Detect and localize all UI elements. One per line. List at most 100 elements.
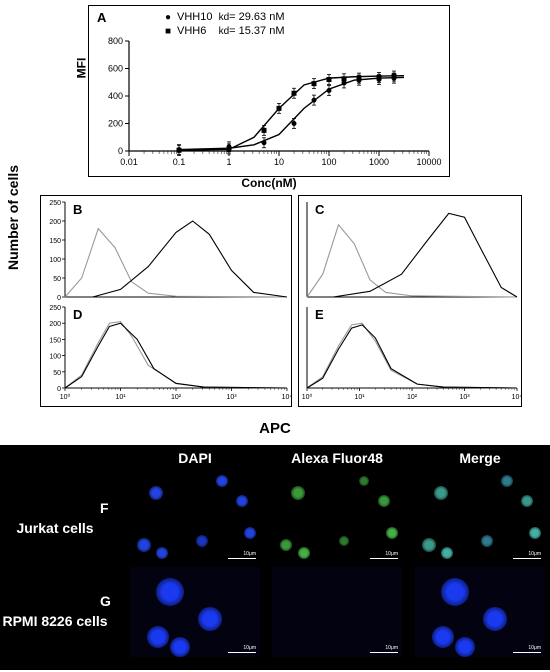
cell-dot [529, 527, 541, 539]
svg-text:10²: 10² [171, 394, 182, 401]
figure-root: A ● VHH10 kd = 29.63 nM ■ VHH6 kd = 15.3… [0, 0, 550, 672]
cell-dot [481, 535, 493, 547]
histo-leftcol: 0 50 100 150 200 250 B 0 50 100 150 200 250 10⁰ 10¹ 10²… [40, 195, 292, 407]
cell-dot [441, 578, 469, 606]
cell-dot [170, 637, 190, 657]
micro-img-G-2 [415, 567, 545, 657]
histo-block: 0 50 100 150 200 250 B 0 50 100 150 200 250 10⁰ 10¹ 10²… [40, 195, 530, 405]
svg-text:400: 400 [108, 91, 123, 101]
svg-text:10⁴: 10⁴ [282, 394, 291, 401]
micro-img-G-1 [272, 567, 402, 657]
svg-text:250: 250 [49, 200, 61, 207]
histo-left-svg: 0 50 100 150 200 250 B 0 50 100 150 200 250 10⁰ 10¹ 10²… [41, 196, 291, 406]
cell-dot [280, 539, 292, 551]
panel-a: A ● VHH10 kd = 29.63 nM ■ VHH6 kd = 15.3… [88, 5, 450, 177]
cell-dot [216, 475, 228, 487]
cell-dot [137, 538, 151, 552]
cell-dot [378, 495, 390, 507]
micro-block: DAPI Alexa Fluor48 Merge F Jurkat cells … [0, 445, 550, 670]
col-header-2: Merge [415, 450, 545, 466]
svg-text:10000: 10000 [416, 157, 441, 167]
svg-text:10²: 10² [407, 394, 418, 401]
svg-text:10³: 10³ [226, 394, 237, 401]
cell-dot [455, 637, 475, 657]
svg-text:10¹: 10¹ [354, 394, 365, 401]
svg-text:200: 200 [49, 219, 61, 226]
scalebar [228, 558, 256, 559]
row-f-label: Jurkat cells [0, 520, 110, 536]
svg-text:D: D [73, 307, 82, 322]
micro-img-F-1 [272, 473, 402, 563]
row-g-id: G [100, 593, 120, 609]
svg-text:B: B [73, 202, 82, 217]
scalebar [370, 652, 398, 653]
svg-text:10⁰: 10⁰ [60, 393, 71, 401]
svg-text:10⁴: 10⁴ [512, 394, 521, 401]
cell-dot [198, 607, 222, 631]
svg-text:100: 100 [321, 157, 336, 167]
svg-text:10³: 10³ [459, 394, 470, 401]
scalebar [513, 558, 541, 559]
cell-dot [298, 547, 310, 559]
svg-text:E: E [315, 307, 324, 322]
svg-text:10: 10 [274, 157, 284, 167]
micro-img-F-0 [130, 473, 260, 563]
col-header-1: Alexa Fluor48 [272, 450, 402, 466]
cell-dot [291, 486, 305, 500]
svg-text:0: 0 [118, 146, 123, 156]
cell-dot [501, 475, 513, 487]
panel-a-ylabel: MFI [74, 58, 88, 79]
row-f-id: F [100, 500, 120, 516]
svg-text:250: 250 [49, 305, 61, 312]
cell-dot [147, 626, 169, 648]
svg-text:10⁰: 10⁰ [302, 393, 313, 401]
scalebar [513, 652, 541, 653]
svg-text:100: 100 [49, 257, 61, 264]
col-header-0: DAPI [130, 450, 260, 466]
histo-right-svg: C 10⁰ 10¹ 10² 10³ 10⁴ E [299, 196, 521, 406]
cell-dot [156, 547, 168, 559]
cell-dot [359, 476, 369, 486]
cell-dot [149, 486, 163, 500]
svg-text:600: 600 [108, 64, 123, 74]
svg-text:50: 50 [53, 276, 61, 283]
svg-text:0.1: 0.1 [173, 157, 186, 167]
scalebar [228, 652, 256, 653]
svg-text:0.01: 0.01 [120, 157, 138, 167]
svg-text:0: 0 [57, 295, 61, 302]
cell-dot [432, 626, 454, 648]
micro-img-F-2 [415, 473, 545, 563]
cell-dot [483, 607, 507, 631]
svg-text:10¹: 10¹ [115, 394, 126, 401]
cell-dot [236, 495, 248, 507]
svg-text:1: 1 [226, 157, 231, 167]
cell-dot [386, 527, 398, 539]
cell-dot [434, 486, 448, 500]
panel-a-svg: 0 200 400 600 800 0.01 0.1 1 10 100 1000 10000 [89, 6, 449, 176]
cell-dot [196, 535, 208, 547]
histo-xlabel: APC [200, 420, 350, 437]
histo-ylabel-text: Number of cells [5, 165, 21, 270]
cell-dot [422, 538, 436, 552]
row-g-label: RPMI 8226 cells [0, 613, 110, 629]
svg-text:200: 200 [49, 321, 61, 328]
svg-text:150: 150 [49, 337, 61, 344]
svg-text:800: 800 [108, 36, 123, 46]
micro-img-G-0 [130, 567, 260, 657]
cell-dot [441, 547, 453, 559]
cell-dot [339, 536, 349, 546]
histo-rightcol: C 10⁰ 10¹ 10² 10³ 10⁴ E [298, 195, 522, 407]
scalebar [370, 558, 398, 559]
svg-text:0: 0 [57, 386, 61, 393]
histo-ylabel: Number of cells [5, 165, 21, 270]
svg-text:50: 50 [53, 370, 61, 377]
svg-text:C: C [315, 202, 325, 217]
panel-a-xlabel: Conc(nM) [89, 176, 449, 190]
cell-dot [244, 527, 256, 539]
svg-text:100: 100 [49, 354, 61, 361]
cell-dot [521, 495, 533, 507]
svg-text:150: 150 [49, 238, 61, 245]
svg-text:200: 200 [108, 119, 123, 129]
cell-dot [156, 578, 184, 606]
svg-text:1000: 1000 [369, 157, 389, 167]
